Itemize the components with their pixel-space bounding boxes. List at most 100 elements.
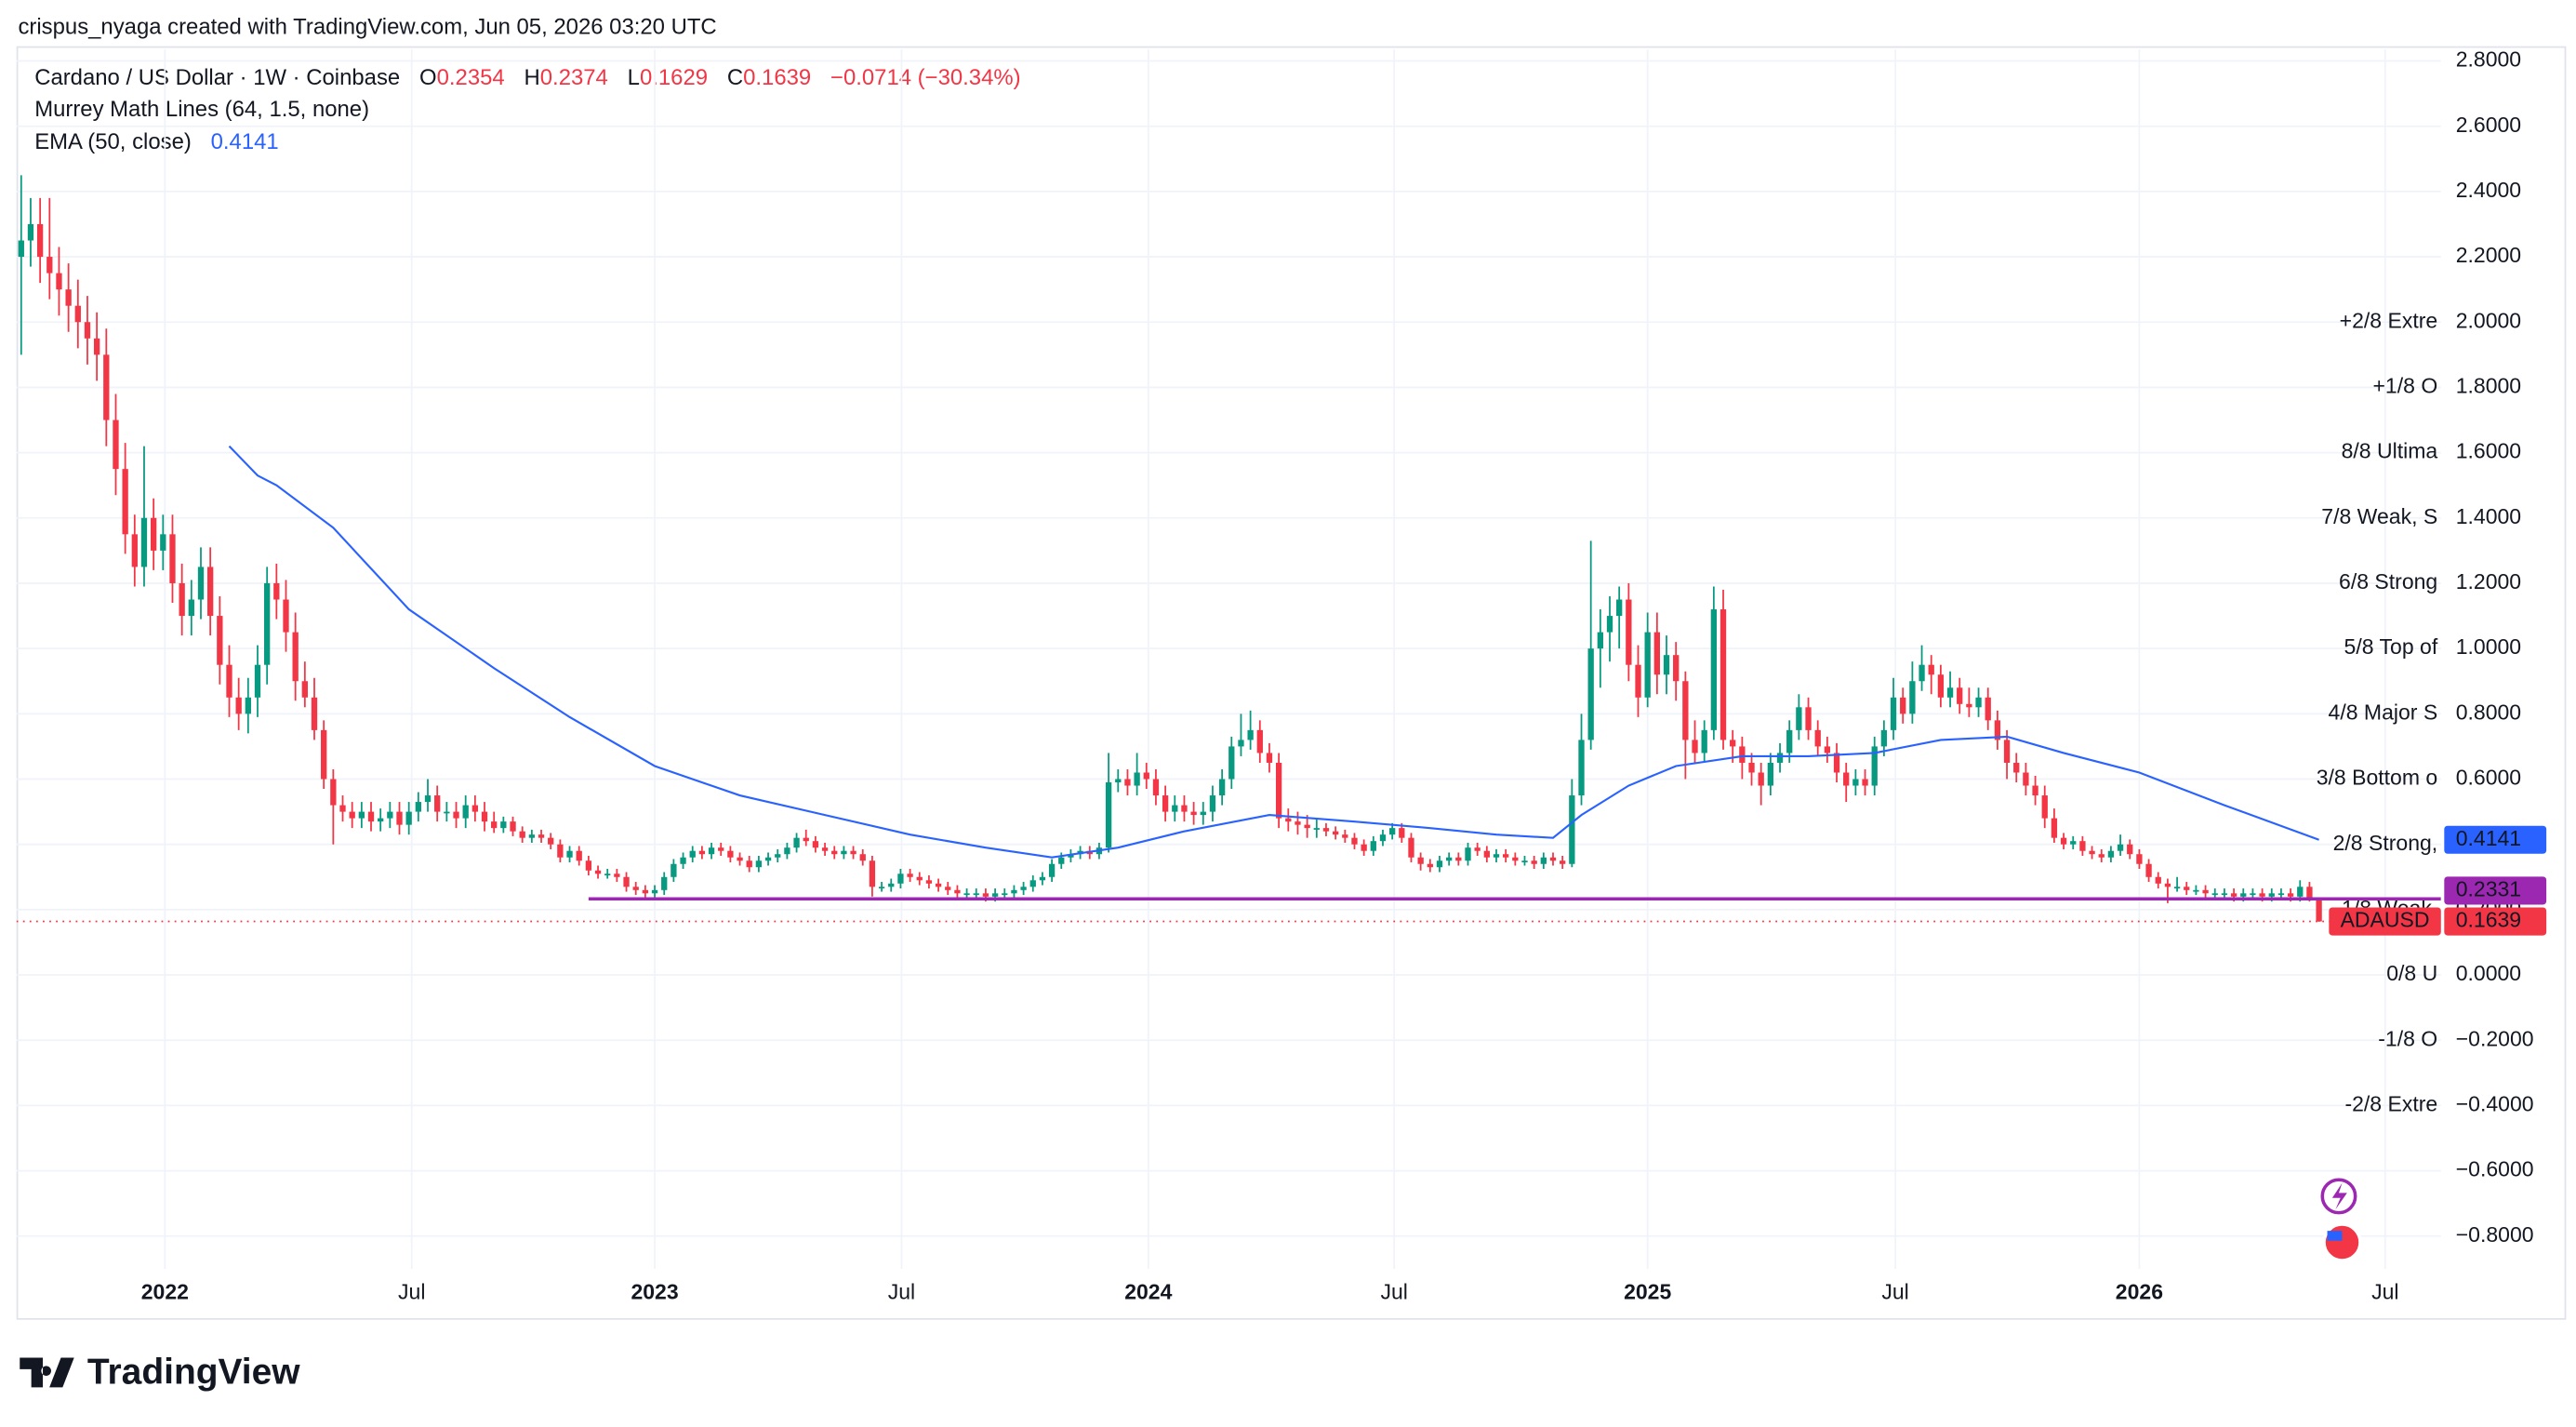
murrey-level-label: +2/8 Extre (2340, 308, 2438, 332)
candle-body (1256, 729, 1263, 754)
candle-body (1503, 854, 1509, 858)
candle-body (1455, 857, 1462, 861)
candle-body (2070, 841, 2077, 845)
candle-body (1465, 847, 1471, 861)
logo-text: TradingView (87, 1353, 300, 1393)
candle-body (2079, 841, 2086, 851)
candle-body (367, 811, 375, 822)
last-price-label-box (2444, 907, 2547, 936)
candle-body (1786, 729, 1793, 754)
candle-body (698, 850, 706, 855)
candle-body (1710, 609, 1718, 730)
candle-body (1862, 779, 1868, 786)
candle-body (2098, 854, 2105, 858)
candle-body (1351, 837, 1358, 845)
candle-body (2259, 893, 2265, 897)
candle-body (1909, 681, 1916, 714)
candle-body (1143, 772, 1149, 780)
x-tick-label: 2023 (631, 1280, 678, 1304)
ohlc-label: L (628, 65, 640, 90)
axes: 2.8000 2.6000 2.4000 2.2000 2.0000 1.8000 1.60… (141, 47, 2547, 1304)
candle-body (18, 240, 24, 258)
candle-body (1957, 687, 1963, 704)
candle-body (850, 850, 856, 855)
candle-body (1228, 746, 1235, 780)
candle-body (349, 811, 355, 819)
icon-flag[interactable] (2322, 1222, 2362, 1262)
chart-frame (16, 46, 2567, 1320)
candle-body (140, 517, 148, 567)
candle-body (179, 582, 185, 617)
candle-body (84, 322, 91, 339)
candle-body (1020, 887, 1027, 890)
y-tick-label: −0.4000 (2456, 1091, 2534, 1115)
candle-body (614, 874, 620, 877)
x-tick-label: Jul (1881, 1280, 1908, 1304)
candle-body (264, 582, 271, 665)
candle-body (1635, 664, 1641, 698)
icon-lightning[interactable] (2320, 1178, 2357, 1215)
y-tick-label: 0.6000 (2456, 766, 2521, 790)
candle-body (453, 811, 459, 819)
murrey-level-label: -1/8 O (2378, 1026, 2437, 1050)
candle-body (1512, 857, 1519, 861)
y-tick-label: 2.8000 (2456, 47, 2521, 72)
candle-body (1483, 850, 1490, 858)
candle-body (1408, 837, 1414, 858)
symbol-label: ADAUSD (2341, 908, 2430, 932)
candle-body (462, 805, 469, 819)
candle-body (1587, 648, 1594, 740)
candle-body (1966, 703, 1972, 708)
y-tick-label: 2.0000 (2456, 308, 2521, 332)
candle-body (1549, 857, 1557, 861)
murrey-level-label: 4/8 Major S (2329, 700, 2438, 724)
candle-body (2032, 785, 2038, 796)
candle-body (538, 834, 545, 838)
candle-body (405, 811, 412, 825)
candle-body (2145, 863, 2152, 877)
candle-body (1029, 880, 1036, 887)
candle-body (1776, 753, 1784, 763)
murrey-price-label-box (2444, 876, 2547, 905)
candle-body (2051, 818, 2058, 838)
candle-body (2060, 837, 2067, 845)
candle-body (803, 837, 809, 842)
y-tick-label: 0.0000 (2456, 961, 2521, 985)
ohlc-value: 0.1629 (640, 65, 708, 90)
toolbar-icons (2320, 1178, 2362, 1262)
candle-body (1011, 889, 1017, 894)
candle-body (784, 847, 790, 855)
x-tick-label: 2024 (1124, 1280, 1172, 1304)
y-tick-label: 2.6000 (2456, 113, 2521, 137)
candle-body (1597, 632, 1603, 649)
candle-body (1682, 681, 1689, 740)
x-tick-label: 2025 (1624, 1280, 1671, 1304)
candle-body (1560, 860, 1566, 864)
candle-body (1880, 729, 1888, 747)
candle-body (1673, 655, 1680, 682)
candle-body (1172, 805, 1178, 812)
candle-body (160, 534, 166, 551)
y-tick-label: 1.6000 (2456, 439, 2521, 463)
ema-line (228, 445, 2319, 859)
candle-body (27, 223, 34, 241)
candle-body (1105, 782, 1112, 848)
candle-body (1692, 740, 1698, 754)
candle-body (1946, 687, 1954, 698)
candle-body (1417, 857, 1424, 864)
candle-body (2316, 898, 2322, 922)
candle-body (1616, 599, 1623, 617)
candle-body (1843, 772, 1850, 786)
candle-body (74, 305, 81, 323)
candle-body (1361, 844, 1367, 851)
y-tick-label: 0.8000 (2456, 700, 2521, 724)
candle-body (1115, 779, 1122, 783)
ohlc-value: 0.2354 (437, 65, 505, 90)
candle-body (1152, 779, 1160, 796)
candle-body (2240, 893, 2247, 897)
candle-body (1540, 857, 1547, 864)
logo-mark (20, 1357, 74, 1388)
candle-body (1814, 729, 1821, 747)
candle-body (1606, 616, 1613, 633)
